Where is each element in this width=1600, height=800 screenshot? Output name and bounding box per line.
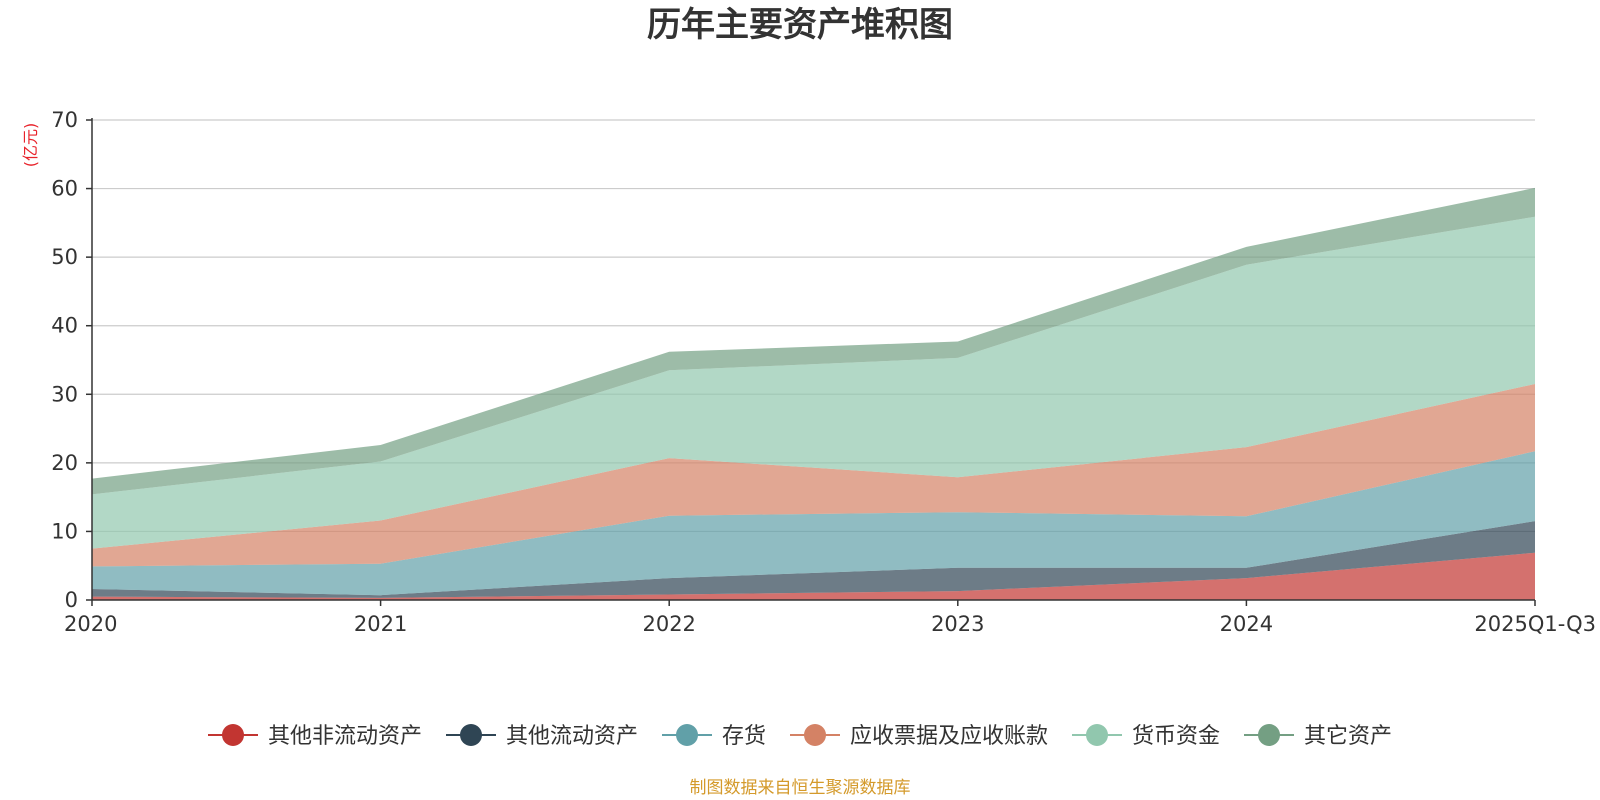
legend-marker-icon <box>460 724 482 746</box>
area-series-6[interactable] <box>92 187 1535 495</box>
legend-item-1[interactable]: 其他非流动资产 <box>208 724 422 749</box>
legend: 其他非流动资产 其他流动资产 存货 应收票据及应收账款 货币资金 其它资产 <box>208 724 1392 749</box>
legend-marker-icon <box>1258 724 1280 746</box>
axes: 0 10 20 30 40 50 60 70 2020 2021 2022 2023 2024 2025Q… <box>51 108 1596 636</box>
area-series-3[interactable] <box>92 451 1535 596</box>
legend-marker-icon <box>804 724 826 746</box>
legend-item-2[interactable]: 其他流动资产 <box>446 724 638 749</box>
y-tick-label: 20 <box>51 451 78 475</box>
legend-label: 其他流动资产 <box>506 724 638 749</box>
y-tick-label: 40 <box>51 314 78 338</box>
y-tick-label: 50 <box>51 245 78 269</box>
chart-title: 历年主要资产堆积图 <box>647 5 953 45</box>
legend-item-6[interactable]: 其它资产 <box>1244 724 1392 749</box>
y-tick-label: 10 <box>51 519 78 543</box>
legend-label: 存货 <box>722 724 766 749</box>
area-series-1[interactable] <box>92 552 1535 600</box>
legend-label: 货币资金 <box>1132 724 1220 749</box>
x-tick-label: 2023 <box>931 612 984 636</box>
y-tick-label: 30 <box>51 382 78 406</box>
legend-label: 应收票据及应收账款 <box>850 724 1048 749</box>
y-tick-label: 0 <box>65 588 78 612</box>
y-axis-unit-label: (亿元) <box>21 123 40 168</box>
legend-label: 其他非流动资产 <box>268 724 422 749</box>
x-tick-label: 2022 <box>642 612 695 636</box>
area-series-2[interactable] <box>92 521 1535 598</box>
x-tick-label: 2024 <box>1220 612 1273 636</box>
x-tick-label: 2025Q1-Q3 <box>1474 612 1596 636</box>
area-series-4[interactable] <box>92 384 1535 567</box>
y-tick-label: 60 <box>51 177 78 201</box>
area-series-group <box>92 187 1535 600</box>
y-tick-label: 70 <box>51 108 78 132</box>
legend-marker-icon <box>1086 724 1108 746</box>
area-series-5[interactable] <box>92 216 1535 549</box>
x-tick-label: 2020 <box>64 612 117 636</box>
legend-item-5[interactable]: 货币资金 <box>1072 724 1220 749</box>
legend-item-4[interactable]: 应收票据及应收账款 <box>790 724 1048 749</box>
source-note: 制图数据来自恒生聚源数据库 <box>690 778 911 798</box>
legend-marker-icon <box>676 724 698 746</box>
legend-label: 其它资产 <box>1304 724 1392 749</box>
legend-item-3[interactable]: 存货 <box>662 724 766 749</box>
x-tick-label: 2021 <box>354 612 407 636</box>
legend-marker-icon <box>222 724 244 746</box>
